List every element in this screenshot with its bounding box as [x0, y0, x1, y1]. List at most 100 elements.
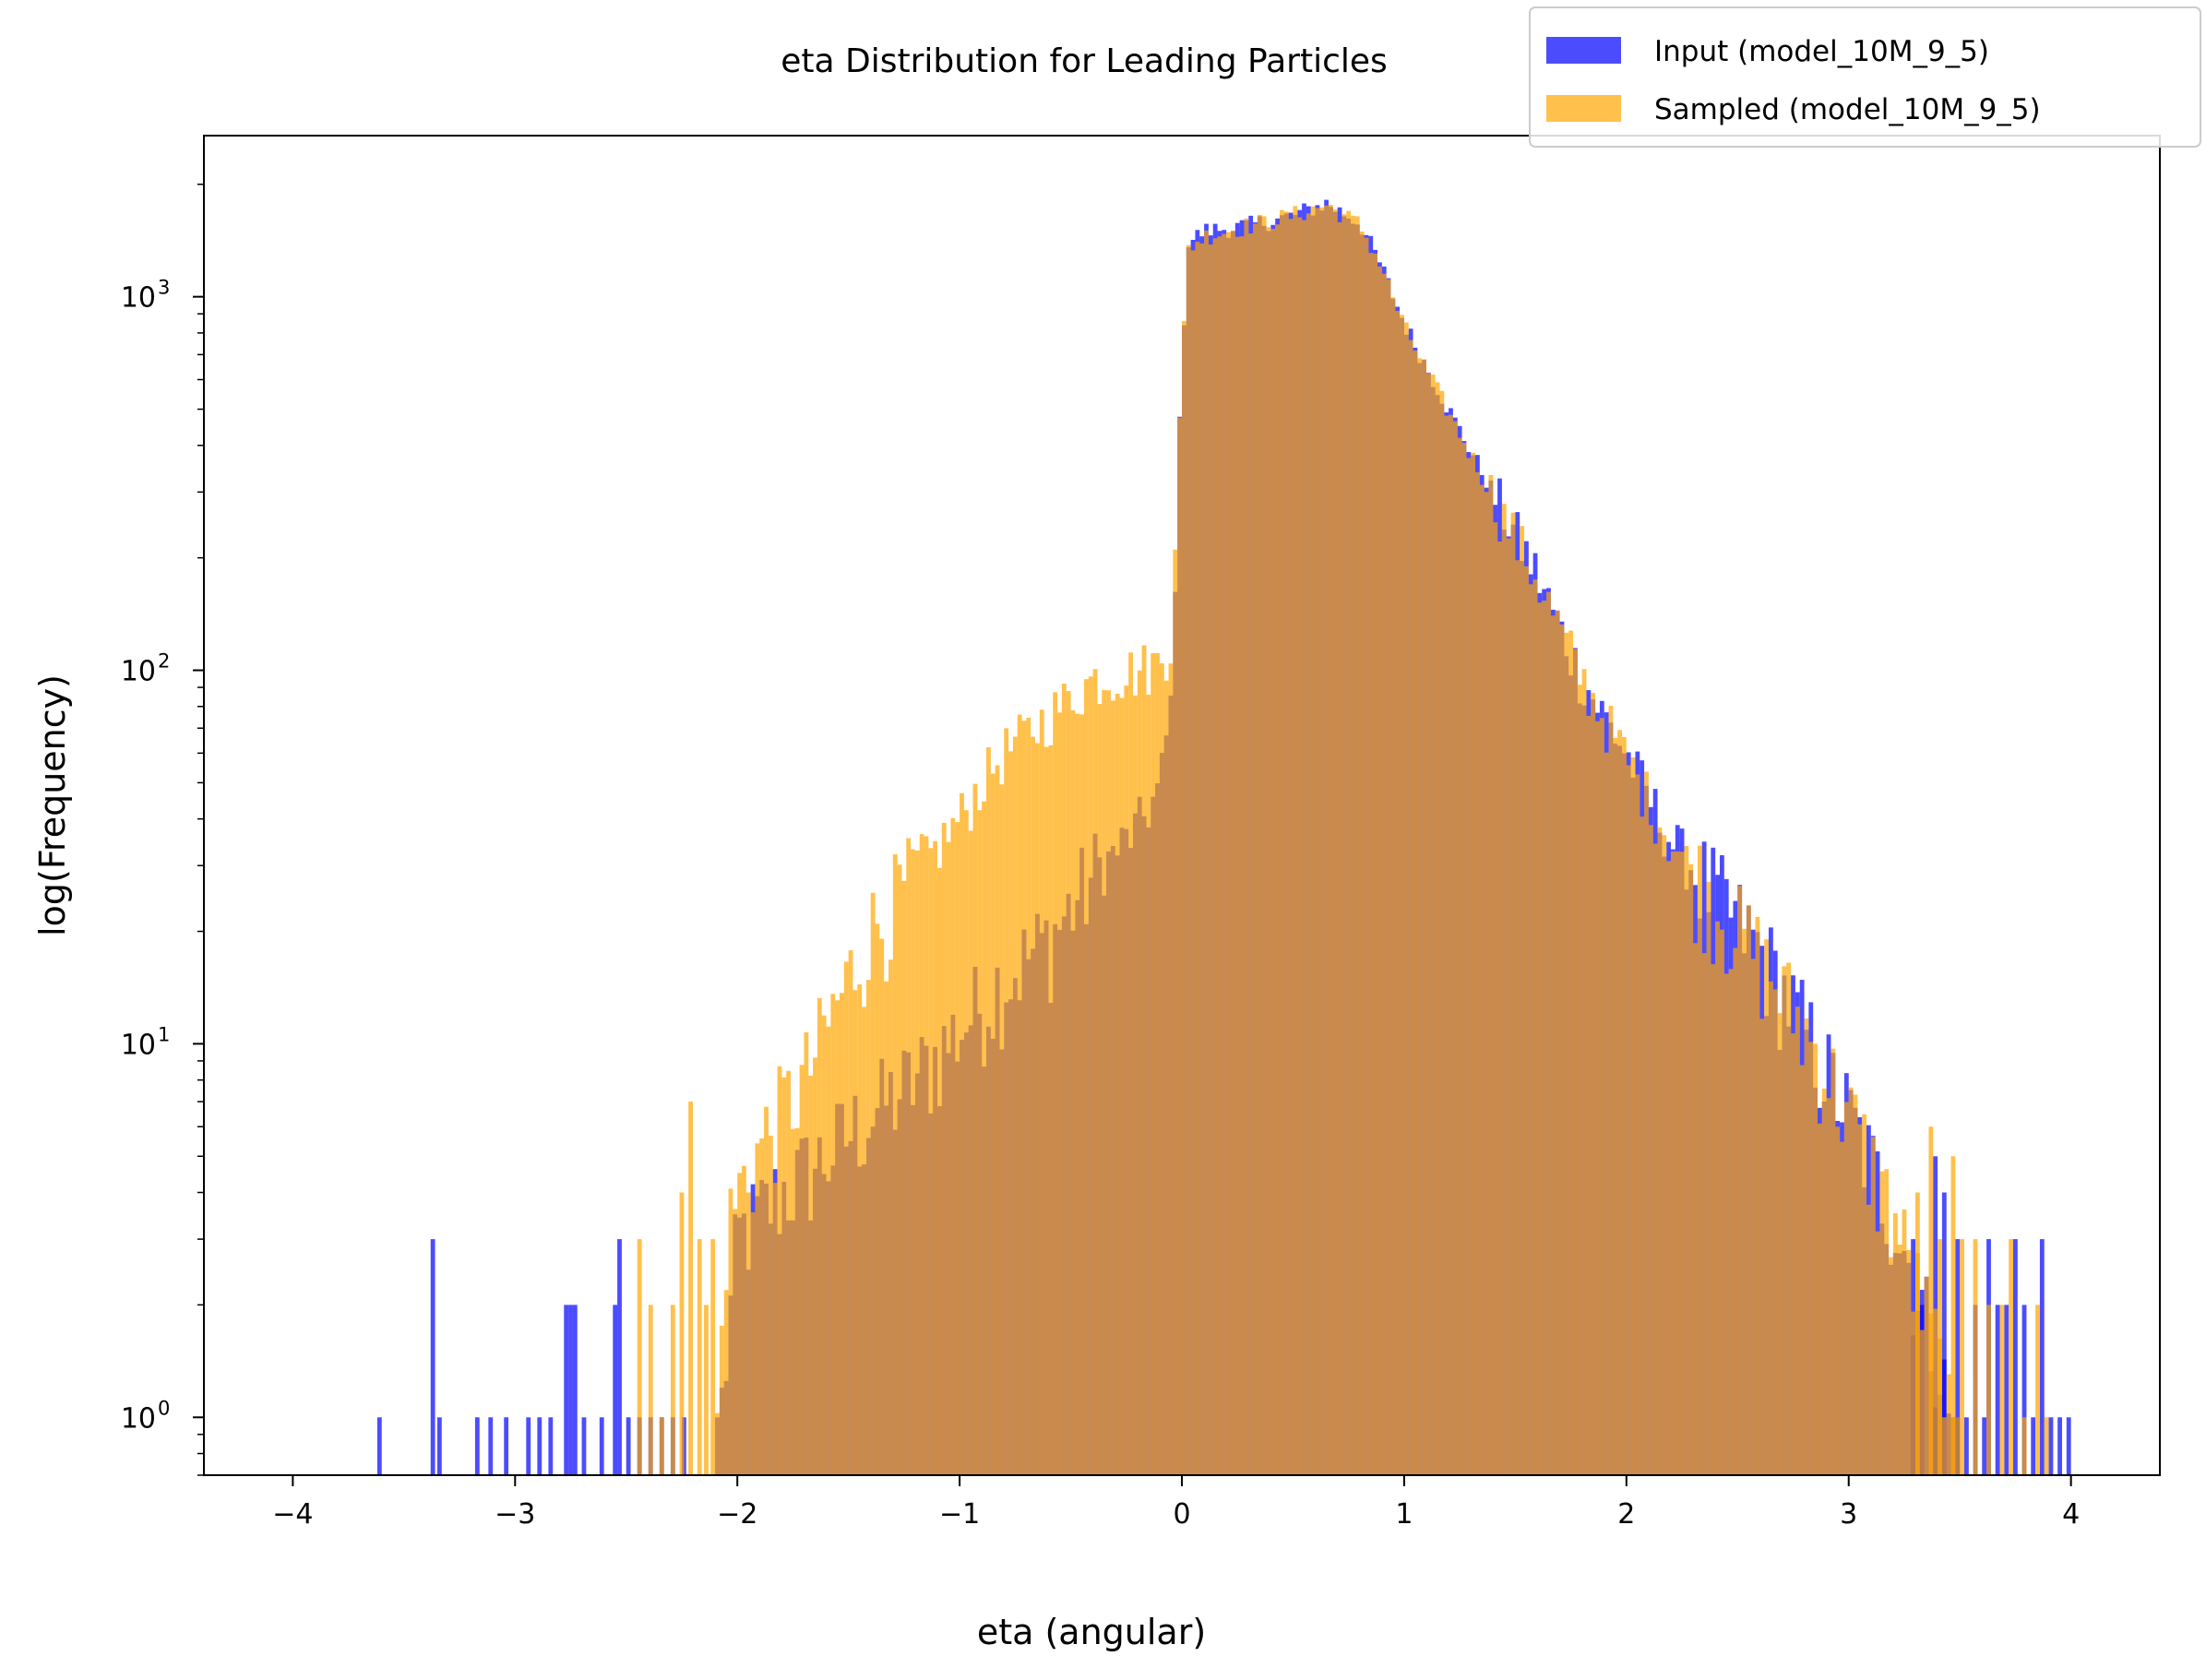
sampled-bar: [1039, 709, 1044, 1475]
sampled-bar: [1444, 415, 1449, 1475]
sampled-bar: [830, 994, 836, 1475]
sampled-bar: [1302, 220, 1306, 1475]
sampled-bar: [772, 1183, 778, 1475]
sampled-bar: [1808, 1042, 1814, 1475]
sampled-bar: [946, 841, 951, 1475]
sampled-bar: [1941, 1417, 1947, 1475]
sampled-bar: [1151, 653, 1156, 1475]
sampled-bar: [2021, 1417, 2027, 1475]
sampled-bar: [1688, 864, 1694, 1475]
sampled-bar: [1364, 237, 1369, 1475]
sampled-bar: [1359, 232, 1365, 1475]
sampled-bar: [777, 1066, 782, 1475]
legend-swatch-sampled: [1546, 95, 1621, 122]
sampled-bar: [1155, 652, 1160, 1475]
sampled-bar: [1906, 1249, 1912, 1475]
sampled-bar: [1088, 676, 1093, 1475]
sampled-bar: [1759, 1019, 1765, 1475]
sampled-bar: [892, 853, 898, 1475]
sampled-bar: [1675, 852, 1680, 1475]
y-tick-label: 10: [121, 1029, 156, 1061]
sampled-bar: [728, 1188, 733, 1475]
sampled-bar: [1035, 743, 1040, 1475]
sampled-bar: [1186, 244, 1191, 1475]
sampled-bar: [1577, 685, 1582, 1475]
sampled-bar: [1070, 709, 1076, 1475]
sampled-bar: [1377, 266, 1382, 1475]
sampled-bar: [941, 822, 947, 1475]
sampled-bar: [1182, 320, 1186, 1476]
x-tick-label: −3: [495, 1498, 535, 1531]
sampled-bar: [670, 1305, 675, 1475]
sampled-bar: [1879, 1171, 1885, 1475]
sampled-bar: [1750, 959, 1756, 1475]
legend-label-input: Input (model_10M_9_5): [1654, 35, 1989, 68]
sampled-bar: [1532, 579, 1538, 1475]
legend-label-sampled: Sampled (model_10M_9_5): [1654, 93, 2041, 126]
sampled-bar: [1946, 1374, 1951, 1475]
sampled-bar: [1613, 737, 1618, 1475]
input-bar: [1995, 1305, 2000, 1475]
y-tick-exponent: 1: [158, 1023, 170, 1045]
input-bar: [504, 1417, 509, 1475]
sampled-bar: [1146, 695, 1151, 1475]
sampled-bar: [1332, 209, 1338, 1475]
sampled-bar: [1457, 437, 1462, 1476]
sampled-bar: [768, 1135, 773, 1475]
sampled-bar: [1390, 297, 1396, 1476]
sampled-bar: [879, 938, 885, 1475]
sampled-bar: [1417, 358, 1423, 1475]
sampled-bar: [1280, 209, 1284, 1475]
input-bar: [2013, 1239, 2018, 1475]
sampled-bar: [1422, 359, 1426, 1476]
sampled-bar: [1520, 526, 1524, 1475]
sampled-bar: [1559, 624, 1565, 1475]
sampled-bar: [840, 993, 844, 1475]
sampled-bar: [1386, 279, 1391, 1476]
input-bar: [2066, 1417, 2071, 1475]
x-tick-label: −2: [717, 1498, 757, 1531]
sampled-bar: [1217, 236, 1222, 1476]
sampled-bar: [1701, 953, 1707, 1475]
sampled-bar: [813, 1057, 817, 1475]
sampled-bar: [1061, 684, 1067, 1475]
sampled-bar: [1782, 966, 1787, 1475]
sampled-bar: [1666, 861, 1671, 1475]
sampled-bar: [960, 792, 964, 1475]
sampled-bar: [928, 848, 934, 1475]
sampled-bar: [1795, 1007, 1800, 1475]
sampled-bar: [1501, 504, 1507, 1476]
sampled-bar: [1368, 253, 1374, 1476]
sampled-bar: [1720, 929, 1724, 1475]
sampled-bar: [794, 1127, 800, 1475]
sampled-bar: [911, 849, 915, 1475]
sampled-bar: [742, 1165, 746, 1475]
sampled-bar: [1537, 602, 1543, 1475]
x-tick-label: −4: [272, 1498, 313, 1531]
sampled-bar: [781, 1077, 787, 1475]
sampled-bar: [688, 1102, 693, 1475]
sampled-bar: [1079, 714, 1084, 1475]
sampled-bar: [808, 1075, 814, 1475]
sampled-bar: [1204, 231, 1209, 1475]
input-bar: [537, 1417, 543, 1475]
sampled-bar: [1644, 771, 1649, 1475]
sampled-bar: [764, 1106, 769, 1475]
sampled-bar: [937, 867, 942, 1475]
sampled-bar: [1630, 757, 1636, 1475]
sampled-bar: [1226, 232, 1231, 1475]
sampled-bar: [1373, 253, 1377, 1476]
sampled-bar: [919, 834, 924, 1475]
sampled-bar: [1195, 242, 1200, 1476]
legend: Input (model_10M_9_5) Sampled (model_10M…: [1529, 6, 2201, 148]
input-bar: [599, 1417, 604, 1475]
sampled-bar: [1608, 706, 1614, 1475]
sampled-bar: [1057, 712, 1062, 1475]
sampled-bar: [1222, 233, 1227, 1475]
sampled-bar: [1843, 1102, 1849, 1475]
sampled-bar: [1555, 610, 1560, 1475]
sampled-bar: [648, 1305, 653, 1475]
sampled-bar: [1595, 721, 1600, 1475]
sampled-bar: [1239, 236, 1245, 1476]
